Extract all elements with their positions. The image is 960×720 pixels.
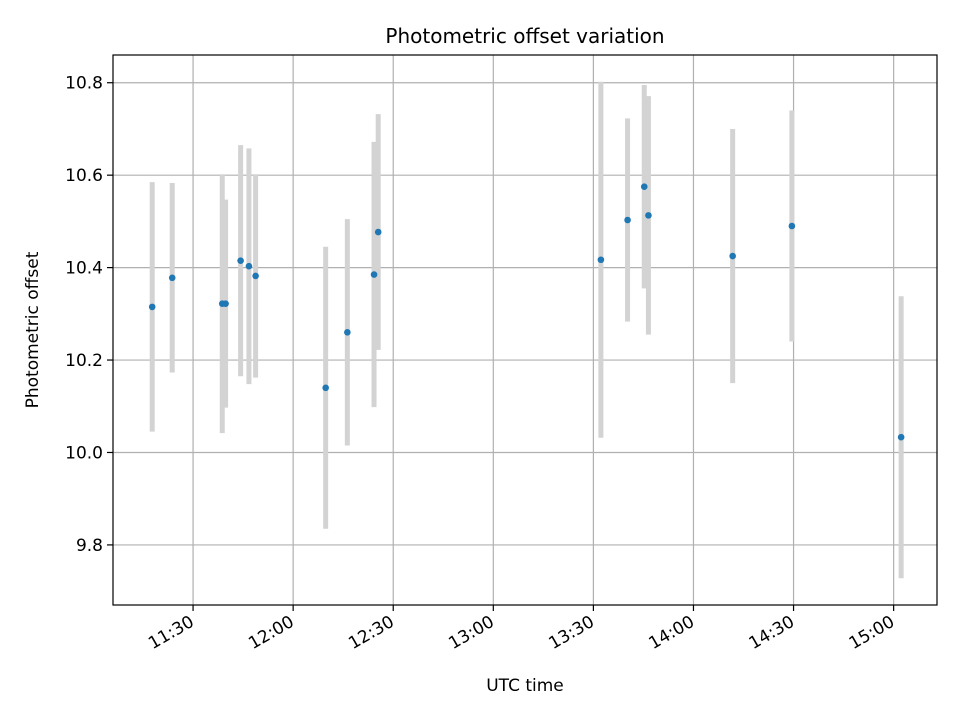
- data-point: [729, 252, 736, 260]
- data-point: [344, 329, 351, 336]
- y-axis-ticks: 9.8 10.0 10.2 10.4 10.6 10.8: [65, 74, 113, 556]
- grid-lines: [113, 55, 937, 605]
- data-point: [597, 256, 605, 264]
- data-point: [370, 271, 378, 278]
- data-point: [245, 262, 253, 270]
- x-tick-label: 11:30: [145, 612, 197, 654]
- y-tick-label: 10.0: [65, 443, 103, 463]
- data-point: [645, 212, 652, 219]
- data-point: [168, 274, 176, 282]
- data-point: [640, 183, 648, 191]
- x-tick-label: 13:00: [445, 612, 497, 654]
- data-point: [252, 272, 259, 280]
- y-tick-label: 9.8: [76, 536, 103, 556]
- data-point: [788, 222, 796, 230]
- x-axis-label: UTC time: [486, 676, 564, 696]
- data-point: [322, 384, 329, 392]
- x-tick-label: 14:00: [646, 612, 698, 654]
- chart-title: Photometric offset variation: [385, 24, 664, 48]
- y-tick-label: 10.4: [65, 259, 103, 279]
- error-bars: [149, 81, 904, 579]
- y-axis-label: Photometric offset: [23, 251, 43, 408]
- y-tick-label: 10.8: [65, 74, 103, 94]
- y-tick-label: 10.2: [65, 351, 103, 371]
- data-point: [148, 303, 156, 311]
- data-points: [148, 183, 905, 441]
- x-tick-label: 12:00: [245, 612, 297, 654]
- x-tick-label: 12:30: [345, 612, 397, 654]
- data-point: [897, 433, 905, 441]
- data-point: [222, 300, 229, 307]
- x-tick-label: 13:30: [545, 612, 597, 654]
- y-tick-label: 10.6: [65, 166, 103, 186]
- x-tick-label: 15:00: [846, 612, 898, 654]
- x-axis-ticks: 11:30 12:00 12:30 13:00 13:30 14:00 14:30 15:00: [145, 605, 898, 654]
- plot-frame: [112, 54, 938, 606]
- x-tick-label: 14:30: [746, 612, 798, 654]
- data-point: [624, 216, 631, 224]
- data-point: [237, 257, 244, 264]
- data-point: [374, 228, 382, 236]
